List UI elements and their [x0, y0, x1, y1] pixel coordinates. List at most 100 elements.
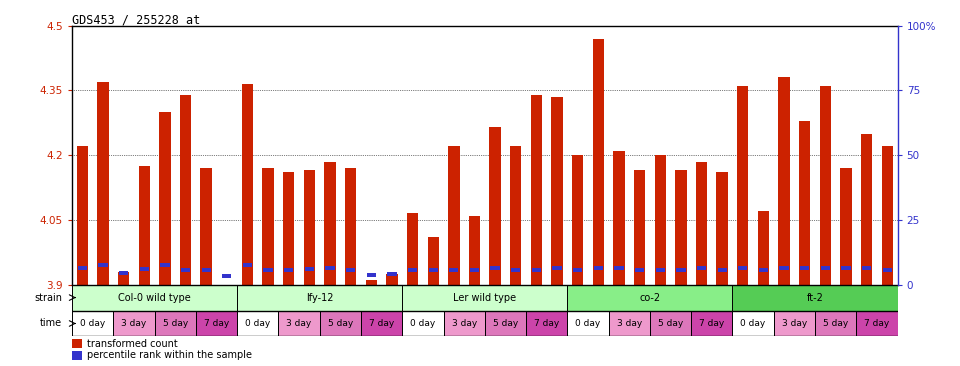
Bar — [881, 146, 893, 285]
Bar — [799, 120, 810, 285]
Bar — [222, 274, 231, 278]
Bar — [444, 310, 485, 336]
Text: 5 day: 5 day — [492, 319, 518, 328]
Bar — [72, 310, 113, 336]
Text: 7 day: 7 day — [369, 319, 395, 328]
Bar — [774, 310, 815, 336]
Bar — [614, 266, 624, 269]
Text: transformed count: transformed count — [86, 339, 178, 349]
Bar — [448, 146, 460, 285]
Bar — [650, 310, 691, 336]
Bar — [691, 310, 732, 336]
Text: 3 day: 3 day — [286, 319, 312, 328]
Bar — [551, 97, 563, 285]
Text: percentile rank within the sample: percentile rank within the sample — [86, 350, 252, 361]
Bar — [861, 134, 873, 285]
Bar — [510, 146, 521, 285]
Text: 0 day: 0 day — [740, 319, 766, 328]
Bar — [201, 168, 212, 285]
Bar — [532, 268, 541, 272]
Bar — [634, 170, 645, 285]
Bar — [180, 95, 191, 285]
Bar — [820, 86, 831, 285]
Bar — [237, 310, 278, 336]
Bar — [738, 266, 748, 269]
Bar — [97, 82, 108, 285]
Bar — [196, 310, 237, 336]
Bar — [402, 285, 567, 310]
Text: 0 day: 0 day — [410, 319, 436, 328]
Bar — [469, 268, 479, 272]
Bar — [387, 272, 396, 276]
Text: co-2: co-2 — [639, 292, 660, 303]
Text: 5 day: 5 day — [327, 319, 353, 328]
Bar — [572, 155, 584, 285]
Bar — [732, 285, 898, 310]
Bar — [345, 168, 356, 285]
Bar — [757, 211, 769, 285]
Text: strain: strain — [35, 292, 62, 303]
Bar — [552, 266, 562, 269]
Bar — [408, 268, 418, 272]
Bar — [367, 273, 376, 277]
Text: lfy-12: lfy-12 — [306, 292, 333, 303]
Bar — [72, 339, 82, 348]
Text: 7 day: 7 day — [864, 319, 890, 328]
Bar — [573, 268, 583, 272]
Bar — [635, 268, 644, 272]
Bar — [242, 84, 253, 285]
Bar — [180, 268, 190, 272]
Text: GDS453 / 255228_at: GDS453 / 255228_at — [72, 12, 201, 26]
Bar — [676, 268, 685, 272]
Text: 3 day: 3 day — [451, 319, 477, 328]
Text: ft-2: ft-2 — [806, 292, 824, 303]
Bar — [303, 170, 315, 285]
Bar — [284, 268, 294, 272]
Bar — [324, 162, 336, 285]
Text: time: time — [40, 318, 62, 329]
Bar — [491, 266, 500, 269]
Bar — [593, 266, 603, 269]
Bar — [697, 266, 707, 269]
Bar — [243, 264, 252, 268]
Bar — [72, 285, 237, 310]
Bar — [841, 266, 851, 269]
Bar — [119, 271, 129, 275]
Bar — [304, 267, 314, 271]
Bar — [675, 170, 686, 285]
Bar — [758, 268, 768, 272]
Bar — [716, 172, 728, 285]
Bar — [468, 216, 480, 285]
Bar — [815, 310, 856, 336]
Bar — [139, 267, 149, 271]
Bar — [567, 310, 609, 336]
Bar — [732, 310, 774, 336]
Bar — [78, 266, 87, 269]
Bar — [592, 38, 604, 285]
Bar — [402, 310, 444, 336]
Bar — [800, 266, 809, 269]
Bar — [717, 268, 727, 272]
Bar — [696, 162, 708, 285]
Bar — [366, 280, 377, 285]
Text: 0 day: 0 day — [575, 319, 601, 328]
Bar — [202, 268, 211, 272]
Bar — [428, 268, 438, 272]
Bar — [526, 310, 567, 336]
Text: 3 day: 3 day — [781, 319, 807, 328]
Bar — [278, 310, 320, 336]
Bar — [862, 266, 872, 269]
Bar — [346, 268, 355, 272]
Bar — [237, 285, 402, 310]
Bar — [325, 266, 335, 269]
Bar — [263, 268, 273, 272]
Bar — [490, 127, 501, 285]
Bar — [613, 151, 625, 285]
Bar — [485, 310, 526, 336]
Bar — [320, 310, 361, 336]
Bar — [609, 310, 650, 336]
Text: 7 day: 7 day — [534, 319, 560, 328]
Bar — [155, 310, 196, 336]
Bar — [821, 266, 830, 269]
Bar — [386, 274, 397, 285]
